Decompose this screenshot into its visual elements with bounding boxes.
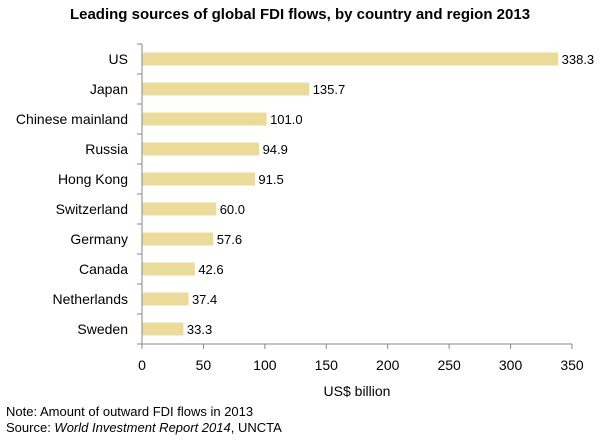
x-tick-label: 200 (376, 357, 400, 373)
data-label: 42.6 (198, 262, 223, 277)
note-text: Note: Amount of outward FDI flows in 201… (6, 404, 254, 419)
bar (142, 292, 189, 306)
chart-title: Leading sources of global FDI flows, by … (69, 6, 531, 23)
bar-series (142, 52, 559, 336)
category-label: Netherlands (53, 291, 129, 307)
x-tick-label: 50 (196, 357, 212, 373)
data-label: 101.0 (270, 112, 303, 127)
bar (142, 202, 217, 216)
data-label: 37.4 (192, 292, 217, 307)
source-suffix: , UNCTA (230, 420, 282, 435)
x-tick-label: 300 (499, 357, 523, 373)
bar (142, 112, 267, 126)
category-label: Japan (90, 81, 128, 97)
data-label: 57.6 (217, 232, 242, 247)
source-text: Source: World Investment Report 2014, UN… (6, 420, 282, 436)
category-label: Russia (85, 141, 128, 157)
data-label: 33.3 (187, 322, 212, 337)
source-title: World Investment Report 2014 (54, 420, 231, 435)
bar (142, 172, 255, 186)
x-tick-label: 250 (437, 357, 461, 373)
category-label: US (109, 51, 128, 67)
bar (142, 262, 195, 276)
data-label: 91.5 (258, 172, 283, 187)
data-label: 338.3 (562, 52, 595, 67)
bar (142, 142, 260, 156)
x-tick-label: 100 (253, 357, 277, 373)
chart-labels: 0 50 100 150 200 250 300 350 US 338.3 Japan 135.7 Ch… (16, 51, 594, 373)
category-label: Germany (70, 231, 128, 247)
x-tick-label: 350 (560, 357, 584, 373)
x-tick-label: 0 (138, 357, 146, 373)
data-label: 94.9 (263, 142, 288, 157)
category-label: Canada (79, 261, 128, 277)
data-label: 60.0 (220, 202, 245, 217)
bar (142, 232, 214, 246)
x-tick-label: 150 (315, 357, 339, 373)
chart-axes (137, 43, 573, 349)
category-label: Switzerland (56, 201, 128, 217)
bar (142, 52, 559, 66)
category-label: Chinese mainland (16, 111, 128, 127)
x-axis-label: US$ billion (324, 383, 391, 399)
chart-notes: Note: Amount of outward FDI flows in 201… (6, 404, 282, 436)
source-prefix: Source: (6, 420, 55, 435)
bar (142, 322, 184, 336)
category-label: Sweden (77, 321, 128, 337)
category-label: Hong Kong (58, 171, 128, 187)
data-label: 135.7 (313, 82, 346, 97)
bar (142, 82, 310, 96)
